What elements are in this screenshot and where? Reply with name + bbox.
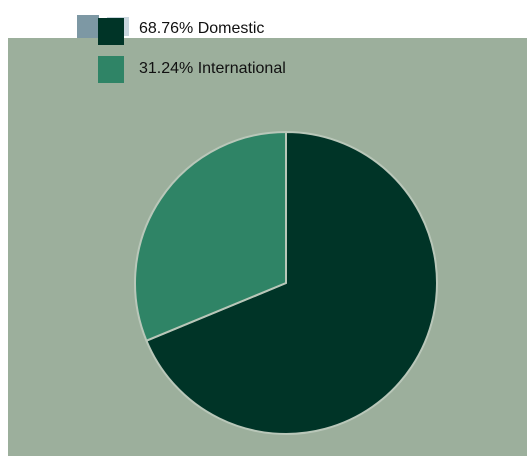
pie-slice-international [134, 131, 287, 342]
legend-label-international: 31.24% International [139, 60, 286, 77]
legend-label-domestic: 68.76% Domestic [139, 20, 265, 37]
legend-swatch-domestic [98, 18, 124, 45]
legend-artifact-block [77, 15, 99, 38]
legend-swatch-international [98, 56, 124, 83]
pie-slice-domestic [145, 131, 438, 435]
